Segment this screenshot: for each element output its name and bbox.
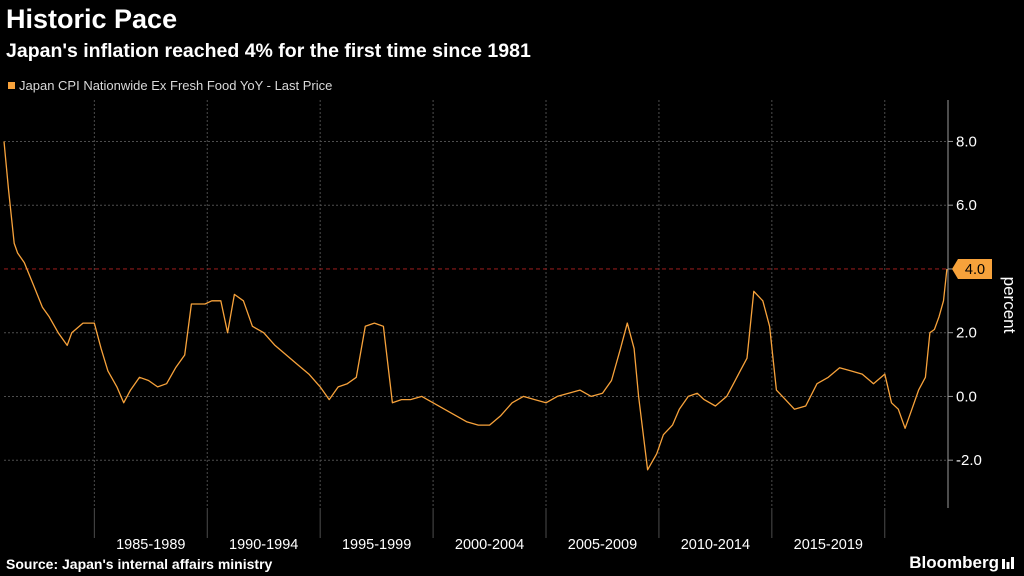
y-tick-label: 2.0 [956,325,977,342]
x-tick-label: 1985-1989 [116,537,185,553]
x-tick-label: 2015-2019 [794,537,863,553]
y-tick-label: 6.0 [956,197,977,214]
bloomberg-logo: Bloomberg [909,553,1014,573]
series-line-cpi [3,141,948,471]
x-tick-label: 1995-1999 [342,537,411,553]
x-tick-label: 2005-2009 [568,537,637,553]
chart-subtitle: Japan's inflation reached 4% for the fir… [6,40,531,62]
source-note: Source: Japan's internal affairs ministr… [6,556,273,572]
y-axis-title: percent [1000,277,1019,334]
y-tick-label: -2.0 [956,452,982,469]
chart-title: Historic Pace [6,4,178,34]
brand-name: Bloomberg [909,553,999,572]
reference-badge-label: 4.0 [965,262,985,278]
reference-badge [952,258,992,279]
x-tick-label: 2000-2004 [455,537,524,553]
x-tick-label: 1990-1994 [229,537,298,553]
y-tick-label: 8.0 [956,133,977,150]
legend-label: Japan CPI Nationwide Ex Fresh Food YoY -… [19,78,333,93]
y-tick-label: 0.0 [956,388,977,405]
legend: Japan CPI Nationwide Ex Fresh Food YoY -… [8,78,332,93]
bloomberg-bars-icon [1002,557,1014,569]
x-tick-label: 2010-2014 [681,537,750,553]
legend-swatch [8,82,15,89]
